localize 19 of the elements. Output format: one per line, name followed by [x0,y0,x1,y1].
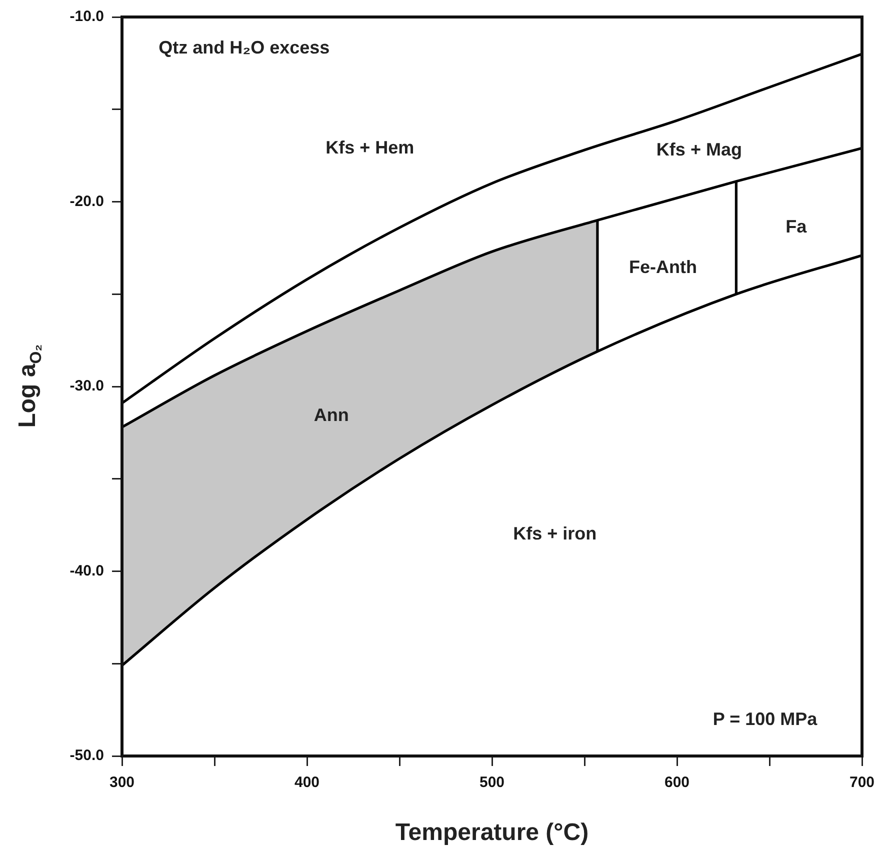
x-tick-label: 700 [849,774,875,792]
annotation: Kfs + Mag [656,140,742,160]
x-axis-title: Temperature (°C) [395,819,589,846]
y-tick-label: -10.0 [70,8,104,26]
y-tick-label: -30.0 [70,378,104,395]
annotation: Ann [314,405,349,426]
x-tick-label: 300 [109,774,135,792]
annotation: Qtz and H₂O excess [158,38,330,58]
annotation: Kfs + Hem [326,138,414,158]
annotation: Kfs + iron [513,523,597,544]
x-tick-label: 600 [664,774,690,792]
y-tick-label: -20.0 [70,192,104,210]
x-tick-label: 500 [479,774,505,792]
y-tick-label: -50.0 [70,747,104,764]
y-tick-label: -40.0 [70,562,104,580]
annotation: P = 100 MPa [712,708,818,729]
x-tick-label: 400 [294,774,320,792]
annotation: Fa [786,216,808,237]
annotation: Fe-Anth [628,257,697,278]
